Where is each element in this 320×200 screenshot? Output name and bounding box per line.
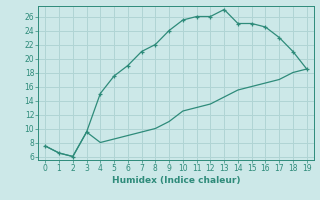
X-axis label: Humidex (Indice chaleur): Humidex (Indice chaleur) <box>112 176 240 185</box>
